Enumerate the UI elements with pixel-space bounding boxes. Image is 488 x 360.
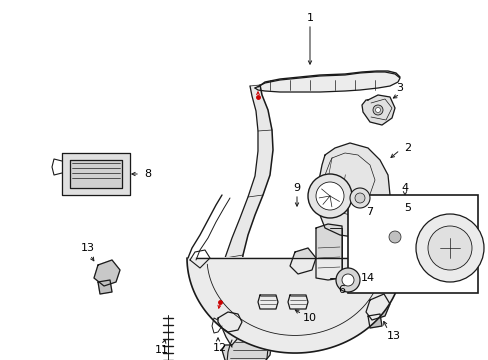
Polygon shape <box>289 248 315 274</box>
Text: 13: 13 <box>386 331 400 341</box>
Polygon shape <box>218 312 242 332</box>
Polygon shape <box>218 85 272 347</box>
Text: 3: 3 <box>396 83 403 93</box>
Circle shape <box>375 108 380 113</box>
Text: 2: 2 <box>404 143 411 153</box>
Polygon shape <box>315 224 341 280</box>
Polygon shape <box>222 332 271 360</box>
Text: 6: 6 <box>338 285 345 295</box>
Text: 4: 4 <box>401 183 408 193</box>
Circle shape <box>335 268 359 292</box>
Text: 12: 12 <box>212 343 226 353</box>
Text: 7: 7 <box>366 207 373 217</box>
Circle shape <box>354 193 364 203</box>
Polygon shape <box>354 202 377 214</box>
Polygon shape <box>186 258 402 353</box>
Polygon shape <box>258 295 278 309</box>
Circle shape <box>307 174 351 218</box>
Circle shape <box>349 188 369 208</box>
Circle shape <box>341 274 353 286</box>
Circle shape <box>315 182 343 210</box>
Circle shape <box>388 231 400 243</box>
Text: 1: 1 <box>306 13 313 23</box>
Circle shape <box>415 214 483 282</box>
Text: 5: 5 <box>404 203 411 213</box>
Polygon shape <box>287 295 307 309</box>
Polygon shape <box>94 260 120 286</box>
Polygon shape <box>254 72 399 92</box>
Bar <box>347 195 477 293</box>
Text: 9: 9 <box>293 183 300 193</box>
Polygon shape <box>365 294 389 320</box>
Polygon shape <box>367 314 381 328</box>
Text: 11: 11 <box>155 345 169 355</box>
Text: 8: 8 <box>144 169 151 179</box>
Polygon shape <box>70 160 122 188</box>
Text: 13: 13 <box>81 243 95 253</box>
Polygon shape <box>361 95 394 125</box>
Text: 10: 10 <box>303 313 316 323</box>
Polygon shape <box>62 153 130 195</box>
Text: 14: 14 <box>360 273 374 283</box>
Polygon shape <box>98 280 112 294</box>
Polygon shape <box>317 143 389 238</box>
Circle shape <box>427 226 471 270</box>
Polygon shape <box>371 222 419 256</box>
Circle shape <box>372 105 382 115</box>
